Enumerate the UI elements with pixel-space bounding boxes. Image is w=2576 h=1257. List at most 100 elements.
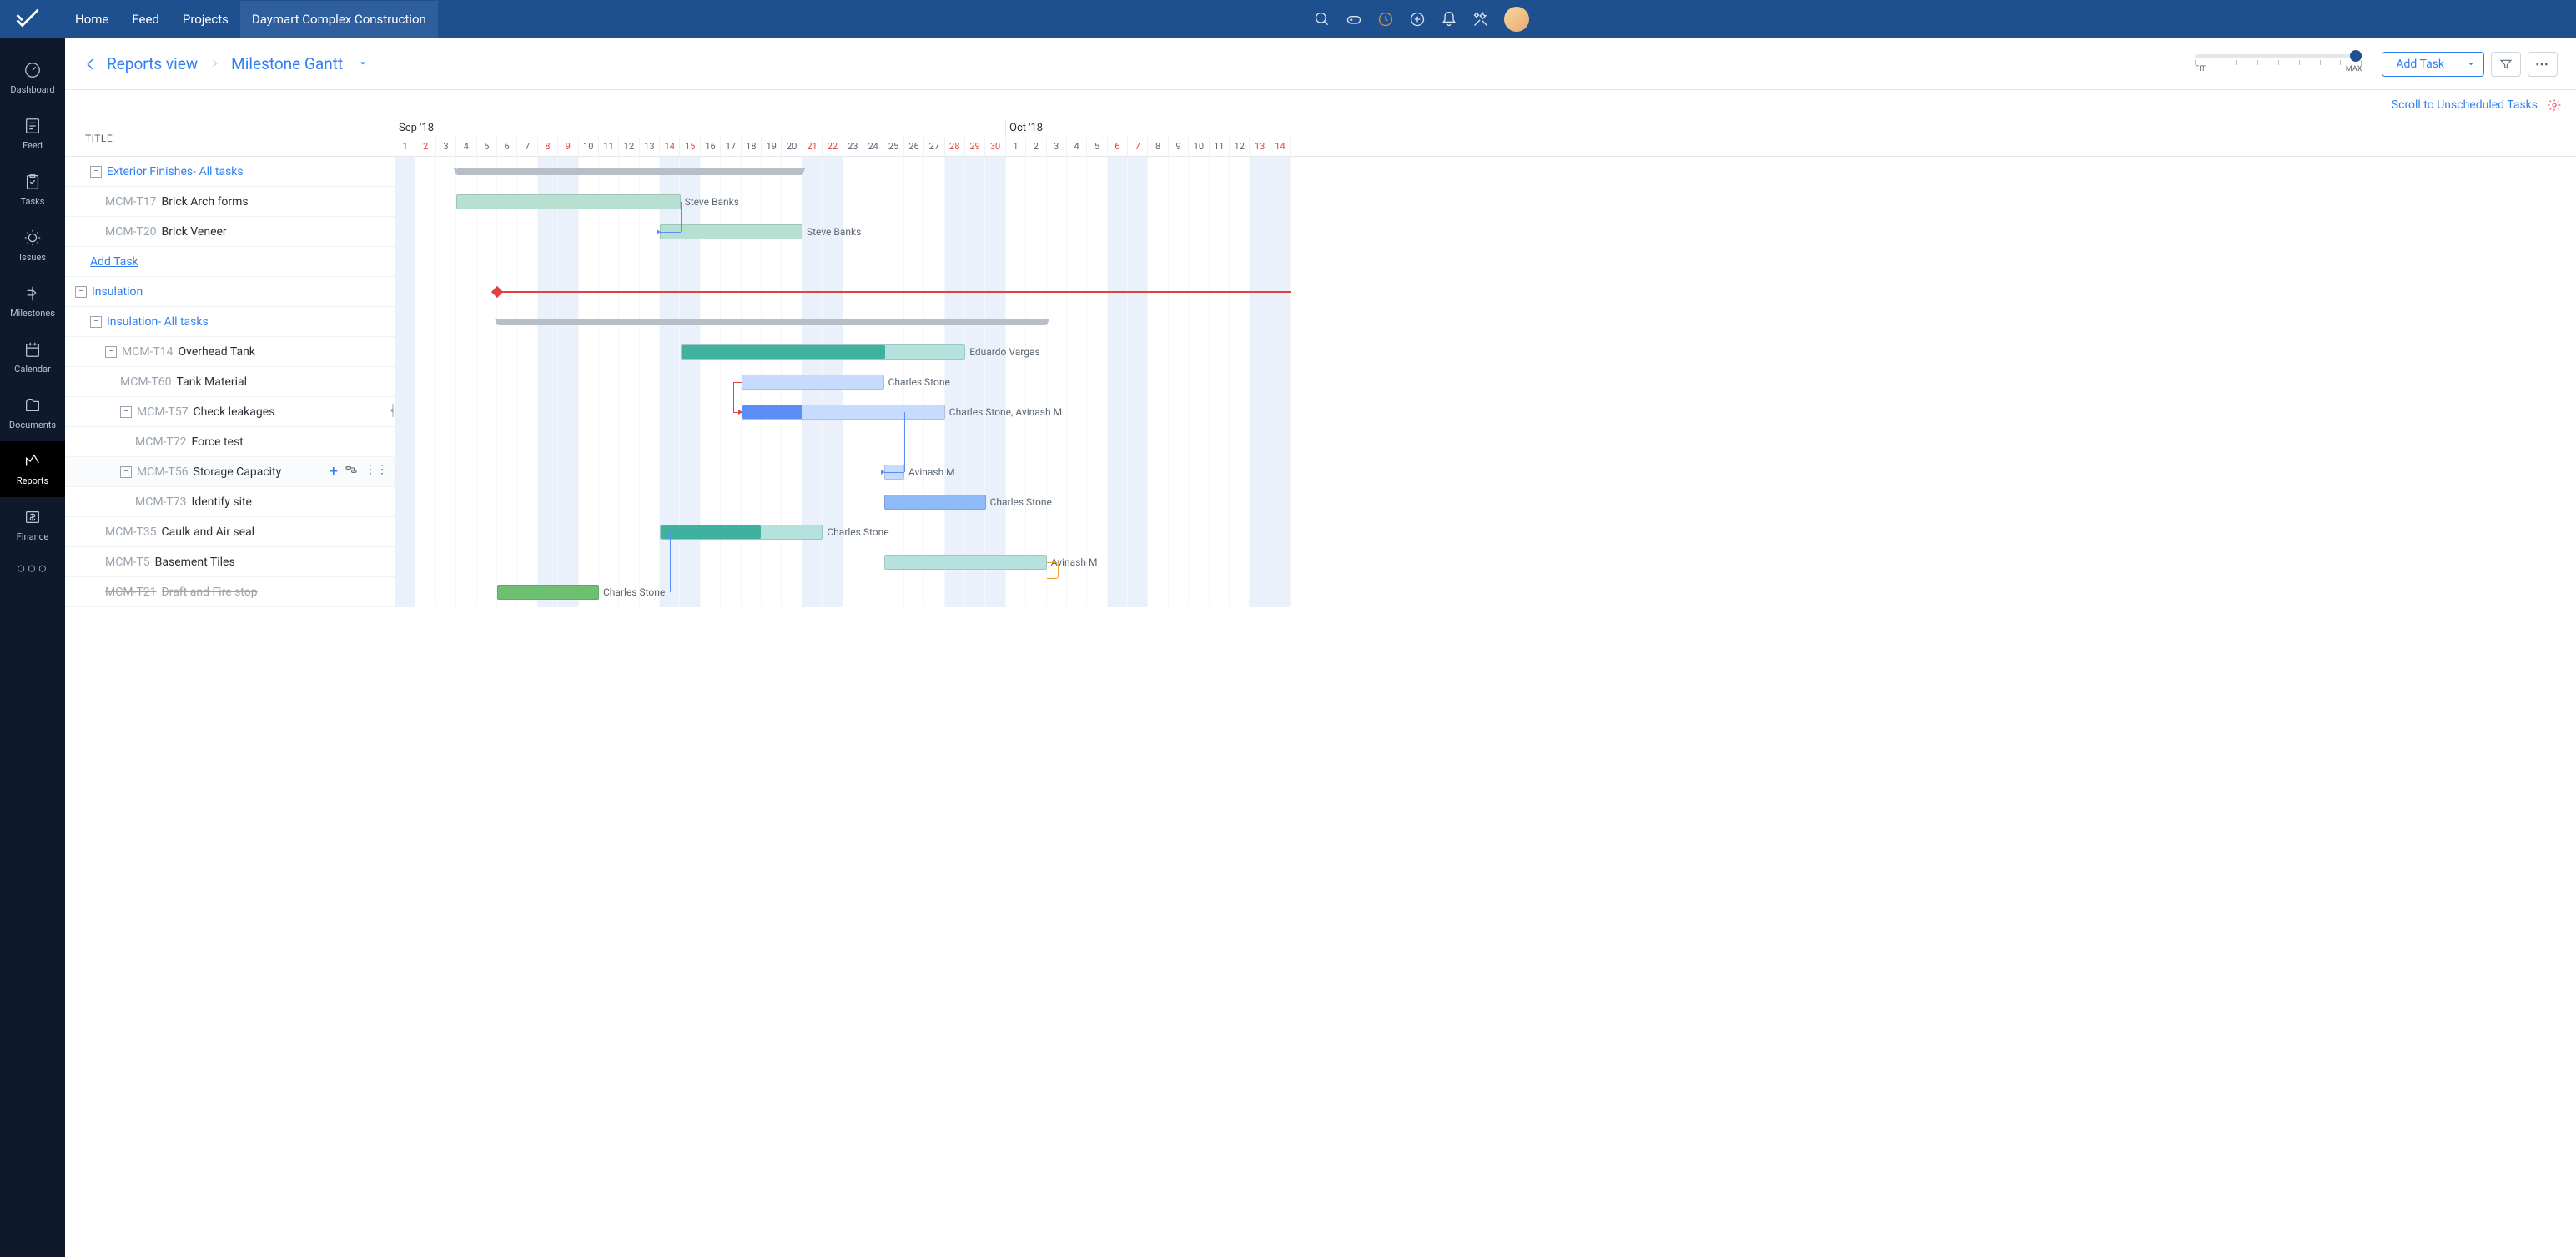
dependency-arrow-icon: [881, 470, 885, 475]
timeline-header: Sep '18Oct '1812345678910111213141516171…: [395, 120, 2576, 157]
filter-button[interactable]: [2491, 52, 2521, 77]
expand-icon[interactable]: −: [90, 166, 102, 178]
task-row[interactable]: MCM-T20Brick Veneer: [65, 217, 395, 247]
task-row[interactable]: −MCM-T57Check leakages: [65, 397, 395, 427]
avatar[interactable]: [1504, 7, 1529, 32]
breadcrumb[interactable]: Reports view: [107, 54, 198, 73]
view-selector[interactable]: Milestone Gantt: [231, 54, 343, 73]
sidebar-item-calendar[interactable]: Calendar: [0, 329, 65, 385]
back-icon[interactable]: [83, 57, 98, 72]
task-row[interactable]: MCM-T35Caulk and Air seal: [65, 517, 395, 547]
nav-home[interactable]: Home: [63, 1, 120, 38]
sidebar-item-issues[interactable]: Issues: [0, 218, 65, 274]
task-row[interactable]: MCM-T60Tank Material: [65, 367, 395, 397]
nav-current-project[interactable]: Daymart Complex Construction: [240, 1, 438, 38]
task-bar[interactable]: Eduardo Vargas: [681, 344, 966, 360]
row-drag-icon[interactable]: ⋮⋮: [365, 463, 388, 480]
dependency-line: [670, 532, 671, 592]
add-task-dropdown-icon[interactable]: [2458, 53, 2483, 76]
sidebar-item-label: Issues: [19, 252, 46, 263]
sidebar-item-documents[interactable]: Documents: [0, 385, 65, 441]
summary-bar[interactable]: [497, 319, 1047, 325]
sidebar-item-dashboard[interactable]: Dashboard: [0, 50, 65, 106]
app-logo-icon: [15, 7, 40, 32]
assignee-label: Eduardo Vargas: [969, 346, 1039, 358]
assignee-label: Charles Stone: [990, 496, 1052, 508]
task-row[interactable]: MCM-T17Brick Arch forms: [65, 187, 395, 217]
expand-icon[interactable]: −: [90, 316, 102, 328]
task-bar[interactable]: Charles Stone, Avinash M: [742, 405, 945, 420]
zoom-fit-label: FIT: [2195, 65, 2206, 73]
sidebar-more-icon[interactable]: ○○○: [17, 560, 49, 577]
assignee-label: Charles Stone, Avinash M: [949, 406, 1062, 418]
sidebar-item-reports[interactable]: Reports: [0, 441, 65, 497]
task-list-panel: TITLE −Exterior Finishes- All tasksMCM-T…: [65, 120, 395, 1257]
sidebar-item-label: Reports: [17, 475, 48, 486]
task-row[interactable]: −Insulation- All tasks: [65, 307, 395, 337]
zoom-max-label: MAX: [2346, 65, 2362, 73]
tools-icon[interactable]: [1472, 11, 1489, 28]
sidebar-item-label: Dashboard: [10, 84, 54, 95]
assignee-label: Charles Stone: [603, 586, 665, 598]
task-row[interactable]: −Insulation: [65, 277, 395, 307]
add-task-label: Add Task: [2382, 53, 2458, 76]
expand-icon[interactable]: −: [120, 466, 132, 478]
gear-icon[interactable]: [2548, 98, 2561, 112]
add-task-button[interactable]: Add Task: [2382, 52, 2484, 77]
more-button[interactable]: ⋯: [2528, 52, 2558, 77]
row-add-icon[interactable]: +: [330, 463, 338, 480]
sidebar-item-label: Finance: [17, 531, 48, 542]
sidebar-item-label: Documents: [9, 420, 56, 430]
task-row[interactable]: MCM-T5Basement Tiles: [65, 547, 395, 577]
task-bar[interactable]: Steve Banks: [660, 224, 802, 239]
task-bar[interactable]: Steve Banks: [456, 194, 680, 209]
task-bar[interactable]: Charles Stone: [497, 585, 599, 600]
task-row[interactable]: MCM-T73Identify site: [65, 487, 395, 517]
sidebar-item-finance[interactable]: Finance: [0, 497, 65, 553]
expand-icon[interactable]: −: [105, 346, 117, 358]
task-row[interactable]: −MCM-T56Storage Capacity+⋮⋮: [65, 457, 395, 487]
task-bar[interactable]: Avinash M: [884, 555, 1047, 570]
expand-icon[interactable]: −: [75, 286, 87, 298]
task-row[interactable]: MCM-T21Draft and Fire stop: [65, 577, 395, 607]
sidebar-item-label: Milestones: [10, 308, 55, 319]
summary-bar[interactable]: [456, 168, 802, 175]
task-row[interactable]: −Exterior Finishes- All tasks: [65, 157, 395, 187]
chevron-down-icon[interactable]: [358, 56, 368, 72]
task-row[interactable]: −MCM-T14Overhead Tank: [65, 337, 395, 367]
search-icon[interactable]: [1314, 11, 1331, 28]
gamepad-icon[interactable]: [1346, 11, 1362, 28]
task-row[interactable]: Add Task: [65, 247, 395, 277]
assignee-label: Steve Banks: [685, 196, 739, 208]
nav-feed[interactable]: Feed: [120, 1, 171, 38]
row-link-icon[interactable]: [345, 463, 358, 480]
assignee-label: Steve Banks: [807, 226, 861, 238]
expand-icon[interactable]: −: [120, 406, 132, 418]
sidebar-item-feed[interactable]: Feed: [0, 106, 65, 162]
milestone-line: [497, 291, 1291, 293]
sidebar: Dashboard Feed Tasks Issues Milestones C…: [0, 38, 65, 1257]
assignee-label: Charles Stone: [827, 526, 888, 538]
task-row[interactable]: MCM-T72Force test: [65, 427, 395, 457]
dependency-arrow-icon: [738, 410, 742, 415]
chevron-right-icon: [209, 56, 219, 72]
zoom-slider[interactable]: FIT MAX: [2195, 54, 2362, 73]
recent-icon[interactable]: [1377, 11, 1394, 28]
add-icon[interactable]: [1409, 11, 1426, 28]
dependency-arrow-icon: [657, 229, 661, 234]
sidebar-item-milestones[interactable]: Milestones: [0, 274, 65, 329]
task-bar[interactable]: Charles Stone: [742, 375, 884, 390]
sidebar-item-tasks[interactable]: Tasks: [0, 162, 65, 218]
task-bar[interactable]: Charles Stone: [884, 495, 986, 510]
dependency-line: [681, 202, 682, 232]
dependency-line: [660, 232, 680, 233]
sidebar-item-label: Tasks: [21, 196, 45, 207]
top-nav: Home Feed Projects Daymart Complex Const…: [63, 1, 1314, 38]
scroll-unscheduled-link[interactable]: Scroll to Unscheduled Tasks: [2392, 98, 2538, 112]
nav-projects[interactable]: Projects: [171, 1, 240, 38]
task-list-header: TITLE: [65, 120, 395, 157]
bell-icon[interactable]: [1441, 11, 1457, 28]
task-bar[interactable]: Charles Stone: [660, 525, 823, 540]
gantt-chart[interactable]: Steve Banks Steve Banks Eduardo Vargas Char…: [395, 157, 2576, 607]
toolbar: Reports view Milestone Gantt FIT MAX Add …: [65, 38, 2576, 90]
